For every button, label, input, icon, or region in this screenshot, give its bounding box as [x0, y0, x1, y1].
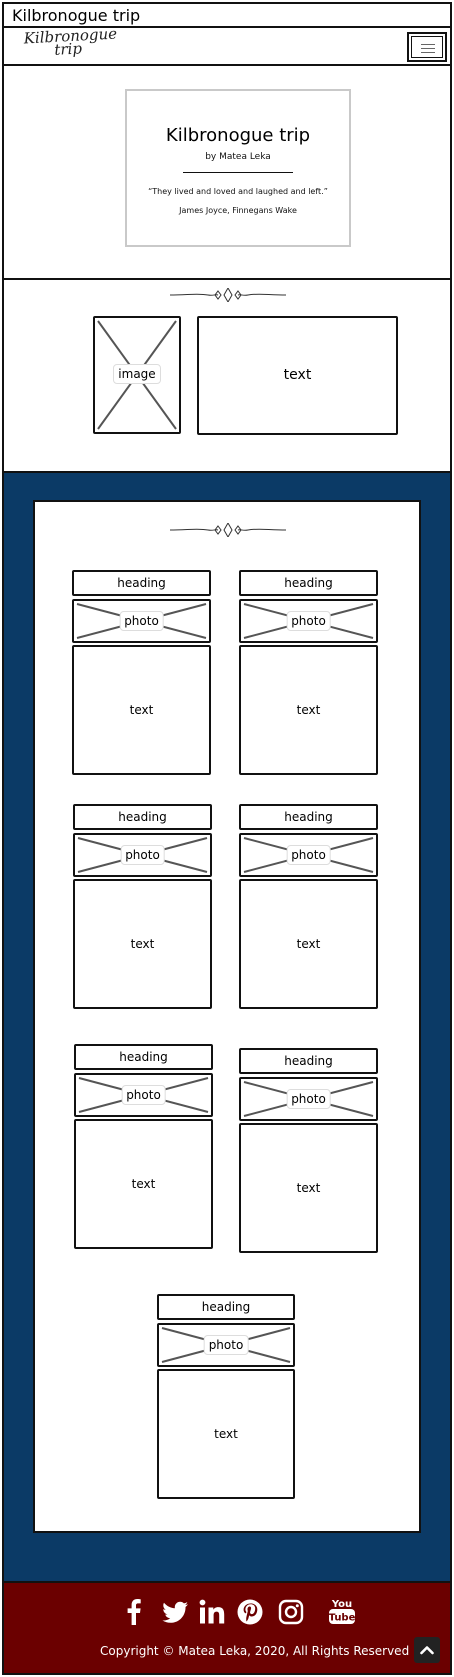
hero-author: by Matea Leka [205, 152, 271, 162]
card-heading: heading [239, 570, 378, 596]
hamburger-menu-button[interactable] [407, 32, 447, 62]
hero-quote: “They lived and loved and laughed and le… [148, 187, 328, 196]
card-photo-label: photo [121, 1085, 166, 1105]
ornament-divider-icon [169, 523, 287, 537]
hamburger-icon-bar [421, 52, 435, 53]
card-text-placeholder: text [72, 645, 211, 775]
pinterest-icon[interactable] [236, 1598, 264, 1626]
hero-section [4, 66, 450, 280]
card-photo-placeholder: photo [239, 1077, 378, 1121]
card-photo-label: photo [119, 611, 164, 631]
card-text-placeholder: text [73, 879, 212, 1009]
hamburger-icon-bar [421, 48, 435, 49]
card-text-placeholder: text [157, 1369, 295, 1499]
footer-copyright: Copyright © Matea Leka, 2020, All Rights… [100, 1644, 410, 1658]
intro-section [4, 281, 450, 473]
hero-divider [183, 172, 293, 173]
card-photo-placeholder: photo [73, 833, 212, 877]
card-photo-label: photo [286, 1089, 331, 1109]
hero-title: Kilbronogue trip [165, 125, 311, 146]
card-text-placeholder: text [239, 645, 378, 775]
hamburger-icon-bar [421, 44, 435, 45]
youtube-icon-you: You [331, 1599, 352, 1610]
linkedin-icon[interactable] [198, 1598, 226, 1626]
card-photo-label: photo [203, 1335, 249, 1355]
instagram-icon[interactable] [277, 1598, 305, 1626]
card-heading: heading [239, 1048, 378, 1074]
footer [4, 1581, 450, 1673]
card-photo-label: photo [120, 845, 165, 865]
hero-card: Kilbronogue trip by Matea Leka “They liv… [125, 89, 351, 247]
card-heading: heading [74, 1044, 213, 1070]
card-photo-placeholder: photo [239, 833, 378, 877]
navbar [4, 28, 450, 66]
card-photo-placeholder: photo [157, 1323, 295, 1367]
site-logo[interactable]: Kilbronogue trip [23, 25, 118, 59]
back-to-top-button[interactable] [414, 1637, 440, 1663]
card-heading: heading [157, 1294, 295, 1320]
card-text-placeholder: text [239, 1123, 378, 1253]
card-text-placeholder: text [74, 1119, 213, 1249]
ornament-divider-icon [169, 288, 287, 302]
card-photo-placeholder: photo [74, 1073, 213, 1117]
card-photo-label: photo [286, 611, 331, 631]
card-photo-placeholder: photo [72, 599, 211, 643]
youtube-icon-tube: Tube [329, 1613, 356, 1624]
page-title: Kilbronogue trip [4, 4, 450, 28]
card-photo-label: photo [286, 845, 331, 865]
card-heading: heading [239, 804, 378, 830]
intro-text-placeholder: text [197, 316, 398, 435]
intro-image-label: image [113, 364, 161, 384]
card-text-placeholder: text [239, 879, 378, 1009]
card-heading: heading [73, 804, 212, 830]
twitter-icon[interactable] [161, 1598, 189, 1626]
chevron-up-icon [420, 1646, 434, 1655]
card-photo-placeholder: photo [239, 599, 378, 643]
hero-quote-source: James Joyce, Finnegans Wake [179, 206, 297, 215]
card-heading: heading [72, 570, 211, 596]
youtube-icon[interactable]: You Tube [327, 1596, 357, 1626]
facebook-icon[interactable] [120, 1598, 148, 1626]
